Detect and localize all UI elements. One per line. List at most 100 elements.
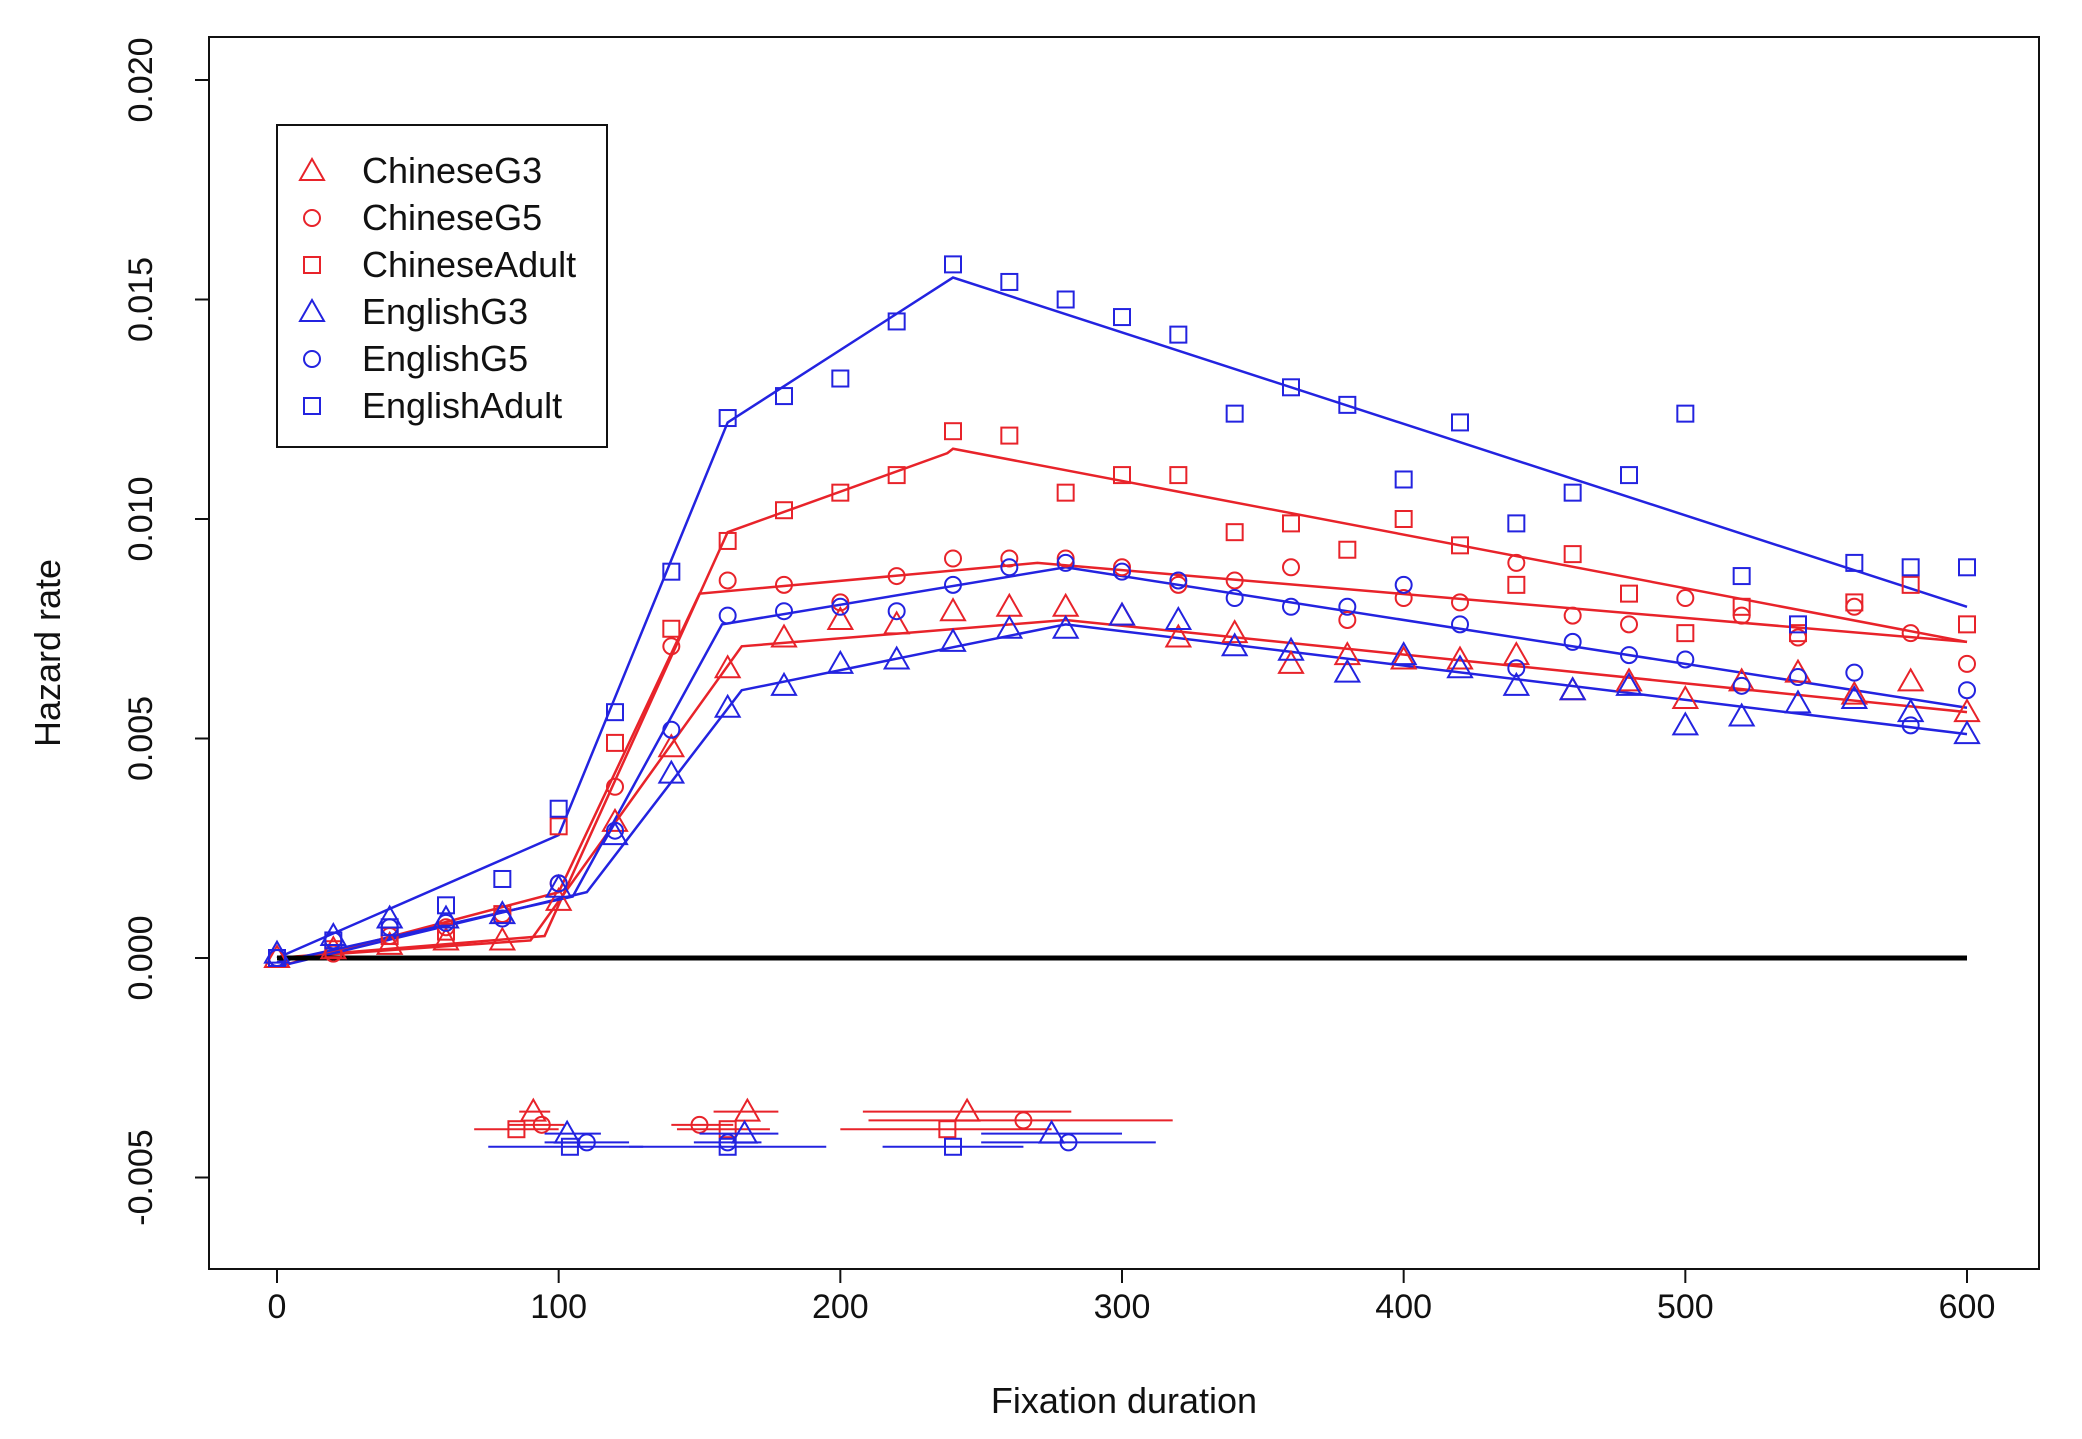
data-point-ChineseAdult: [1056, 483, 1075, 502]
legend-label-EnglishG5: EnglishG5: [362, 338, 528, 379]
data-point-ChineseG5: [1901, 624, 1920, 643]
data-point-EnglishG5: [831, 597, 850, 616]
fit-line-ChineseAdult: [276, 447, 1968, 960]
x-tick-label: 0: [268, 1288, 287, 1326]
y-tick-label: 0.015: [122, 257, 160, 342]
data-point-EnglishAdult: [1507, 514, 1526, 533]
data-point-ChineseAdult: [887, 466, 906, 485]
data-point-ChineseAdult: [1958, 615, 1976, 634]
data-point-ChineseG3: [1840, 680, 1869, 705]
y-tick-label: 0.000: [122, 915, 160, 1000]
data-point-EnglishG5: [1507, 659, 1526, 678]
legend-marker-ChineseG5: [303, 209, 321, 227]
data-point-EnglishAdult: [324, 931, 343, 950]
data-point-EnglishG5: [1789, 668, 1807, 687]
breakpoint-marker-ChineseG5: [532, 1115, 551, 1134]
data-point-ChineseAdult: [1282, 514, 1300, 533]
fit-line-EnglishG5: [276, 566, 1968, 964]
data-point-ChineseAdult: [1620, 584, 1638, 603]
data-point-ChineseG3: [770, 623, 798, 648]
data-point-EnglishAdult: [1394, 470, 1413, 489]
data-point-EnglishAdult: [1732, 567, 1751, 586]
data-point-ChineseAdult: [831, 483, 850, 502]
data-point-EnglishG3: [713, 693, 742, 718]
data-point-ChineseG3: [939, 597, 967, 622]
data-point-EnglishAdult: [775, 387, 793, 406]
breakpoint-marker-EnglishAdult: [944, 1137, 962, 1156]
data-point-EnglishG3: [882, 645, 911, 670]
data-point-ChineseG5: [1958, 654, 1976, 673]
data-point-ChineseAdult: [549, 817, 568, 836]
data-point-EnglishAdult: [549, 799, 568, 818]
legend-label-EnglishAdult: EnglishAdult: [362, 385, 562, 426]
data-point-EnglishAdult: [831, 369, 850, 388]
data-point-EnglishG5: [493, 909, 512, 928]
x-tick-label: 300: [1094, 1288, 1151, 1326]
data-point-ChineseAdult: [1225, 523, 1244, 542]
data-point-EnglishG5: [775, 602, 793, 621]
data-point-EnglishG5: [1394, 575, 1413, 594]
data-point-EnglishG3: [826, 649, 855, 674]
y-tick-label: 0.005: [122, 696, 160, 781]
data-point-ChineseAdult: [606, 733, 624, 752]
data-point-EnglishG3: [1615, 671, 1643, 696]
breakpoint-marker-EnglishAdult: [560, 1137, 579, 1156]
data-point-EnglishG5: [1056, 553, 1075, 572]
data-point-ChineseG5: [1507, 553, 1526, 572]
data-point-ChineseAdult: [718, 531, 737, 550]
data-point-ChineseAdult: [1000, 426, 1019, 445]
data-point-ChineseG3: [1446, 645, 1474, 670]
data-point-ChineseAdult: [944, 422, 962, 441]
data-point-EnglishG3: [995, 614, 1024, 639]
data-point-EnglishG5: [437, 913, 455, 932]
data-point-ChineseAdult: [1113, 466, 1131, 485]
data-point-EnglishG5: [1958, 681, 1976, 700]
data-point-EnglishG5: [718, 606, 737, 625]
data-point-EnglishG3: [1558, 676, 1587, 701]
data-point-EnglishG3: [1108, 601, 1136, 626]
data-point-ChineseG3: [1615, 667, 1643, 692]
data-point-EnglishG3: [544, 873, 573, 898]
data-point-EnglishG3: [657, 759, 686, 784]
data-point-EnglishG5: [1338, 597, 1357, 616]
data-point-ChineseAdult: [437, 922, 455, 941]
data-point-ChineseG5: [606, 777, 624, 796]
data-point-EnglishAdult: [1563, 483, 1582, 502]
data-point-ChineseG3: [657, 733, 686, 758]
data-point-ChineseAdult: [1901, 575, 1920, 594]
y-tick-label: 0.010: [122, 476, 160, 561]
data-point-EnglishAdult: [493, 869, 512, 888]
data-point-EnglishG5: [1113, 562, 1131, 581]
data-point-ChineseG5: [1113, 558, 1131, 577]
data-point-ChineseG5: [1338, 610, 1357, 629]
data-point-EnglishG5: [1225, 589, 1244, 608]
data-point-EnglishAdult: [718, 409, 737, 428]
x-tick-label: 600: [1939, 1288, 1996, 1326]
data-point-EnglishG3: [1671, 711, 1700, 736]
data-point-EnglishAdult: [1620, 466, 1638, 485]
data-point-ChineseG5: [1563, 606, 1582, 625]
data-point-EnglishAdult: [268, 949, 286, 967]
data-point-ChineseG5: [775, 575, 793, 594]
data-point-EnglishAdult: [1338, 395, 1357, 414]
data-point-ChineseG5: [1620, 615, 1638, 634]
y-tick-label: -0.005: [122, 1129, 160, 1225]
data-point-ChineseAdult: [1845, 593, 1864, 612]
data-point-EnglishAdult: [1225, 404, 1244, 423]
data-point-ChineseG3: [713, 654, 742, 679]
legend-marker-EnglishG5: [303, 350, 321, 368]
data-point-ChineseG5: [1169, 575, 1188, 594]
breakpoint-marker-ChineseG3: [519, 1097, 548, 1122]
data-point-EnglishG5: [1732, 676, 1751, 695]
data-point-ChineseAdult: [1394, 510, 1413, 528]
fit-line-EnglishAdult: [276, 276, 1968, 960]
y-tick-label: 0.020: [122, 37, 160, 122]
data-point-EnglishAdult: [944, 255, 962, 274]
data-point-ChineseG3: [882, 610, 911, 635]
data-point-EnglishG5: [887, 602, 906, 621]
data-point-ChineseG3: [488, 926, 517, 951]
data-point-ChineseAdult: [775, 501, 793, 520]
data-point-EnglishAdult: [1282, 378, 1300, 397]
legend-label-ChineseAdult: ChineseAdult: [362, 244, 576, 285]
